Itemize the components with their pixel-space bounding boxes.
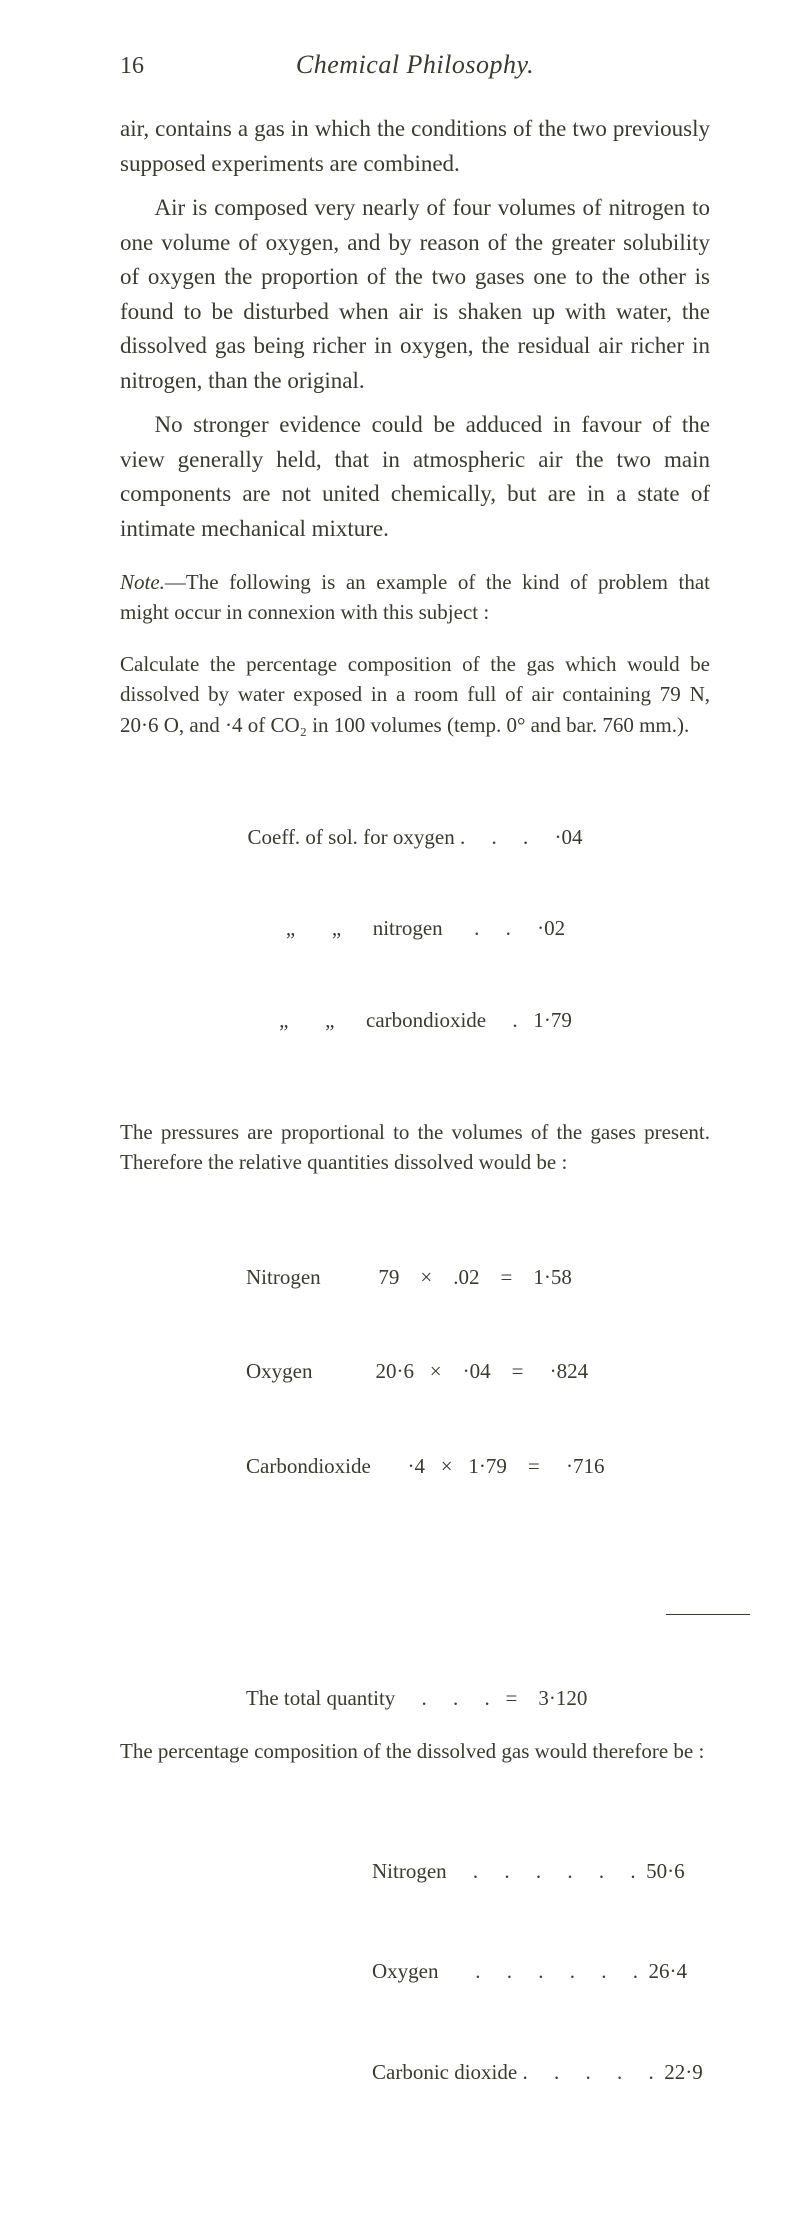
note-label: Note. <box>120 570 165 594</box>
result-row: Carbonic dioxide . . . . . 22·9 <box>372 2056 710 2090</box>
page: 16 Chemical Philosophy. air, contains a … <box>0 0 800 2217</box>
calc-row: Nitrogen 79 × .02 = 1·58 <box>246 1262 710 1294</box>
page-title: Chemical Philosophy. <box>120 50 710 80</box>
page-header: 16 Chemical Philosophy. <box>120 50 710 80</box>
coeff-row: Coeff. of sol. for oxygen . . . ·04 <box>120 822 710 852</box>
rule-line <box>666 1614 750 1616</box>
total-row: The total quantity . . . = 3·120 <box>246 1683 710 1715</box>
coeff-table: Coeff. of sol. for oxygen . . . ·04 „ „ … <box>120 761 710 1096</box>
result-row: Nitrogen . . . . . . 50·6 <box>372 1855 710 1889</box>
result-table: Nitrogen . . . . . . 50·6 Oxygen . . . .… <box>372 1787 710 2157</box>
calc-row: Carbondioxide ·4 × 1·79 = ·716 <box>246 1451 710 1483</box>
coeff-row: „ „ nitrogen . . ·02 <box>120 913 710 943</box>
note-paragraph-3: The pressures are proportional to the vo… <box>120 1117 710 1178</box>
result-row: Oxygen . . . . . . 26·4 <box>372 1955 710 1989</box>
paragraph-1: air, contains a gas in which the conditi… <box>120 112 710 181</box>
note-text-1: —The following is an example of the kind… <box>120 570 710 624</box>
note-paragraph-4: The percentage composition of the dissol… <box>120 1736 710 1766</box>
calc-table: Nitrogen 79 × .02 = 1·58 Oxygen 20·6 × ·… <box>246 1199 710 1546</box>
note-paragraph-2: Calculate the percentage composition of … <box>120 649 710 740</box>
note-paragraph-1: Note.—The following is an example of the… <box>120 567 710 628</box>
coeff-row: „ „ carbondioxide . 1·79 <box>120 1005 710 1035</box>
calc-row: Oxygen 20·6 × ·04 = ·824 <box>246 1356 710 1388</box>
paragraph-2: Air is composed very nearly of four volu… <box>120 191 710 398</box>
paragraph-3: No stronger evidence could be adduced in… <box>120 408 710 546</box>
calc-rule <box>246 1551 710 1679</box>
